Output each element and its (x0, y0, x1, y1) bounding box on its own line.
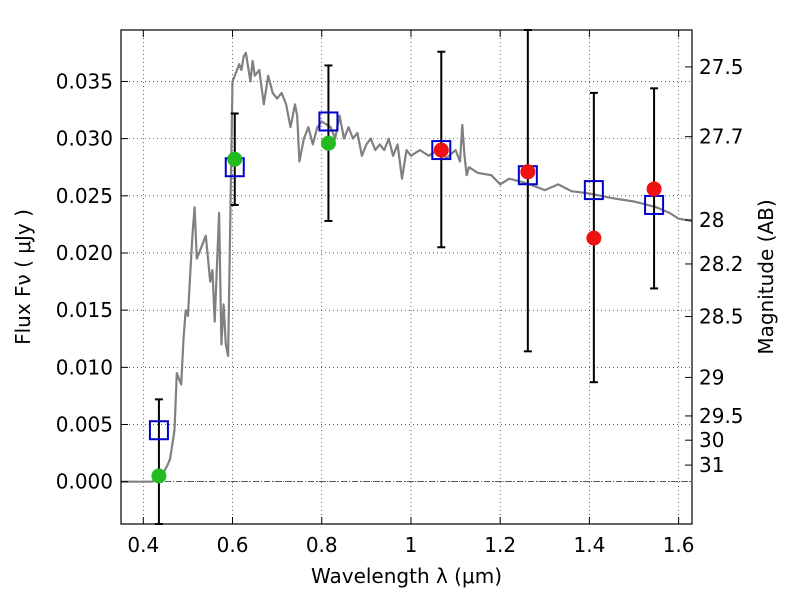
data-point (433, 142, 449, 158)
x-tick-label: 1.4 (573, 533, 605, 557)
y2-tick-label: 29.5 (699, 404, 744, 428)
x-tick-label: 0.6 (217, 533, 249, 557)
y2-tick-label: 30 (699, 428, 724, 452)
data-point (520, 164, 536, 180)
y-tick-label: 0.030 (56, 127, 113, 151)
y2-tick-label: 29 (699, 365, 724, 389)
y-axis-ticks: 0.000 0.005 0.010 0.015 0.020 0.025 0.030 0.035 (56, 69, 128, 494)
y-axis-title: Flux Fν ( μJy ) (11, 209, 35, 345)
y2-tick-label: 28 (699, 208, 724, 232)
x-tick-label: 1.6 (663, 533, 695, 557)
data-point (646, 181, 662, 197)
x-tick-label: 1.2 (484, 533, 516, 557)
y-tick-label: 0.000 (56, 470, 113, 494)
y2-tick-label: 28.2 (699, 252, 744, 276)
model-square (148, 420, 169, 441)
y-tick-label: 0.010 (56, 355, 113, 379)
model-square (583, 180, 604, 201)
x-axis-ticks: 0.4 0.6 0.8 1 1.2 1.4 1.6 (127, 30, 695, 557)
x-tick-label: 0.4 (127, 533, 159, 557)
x-axis-title: Wavelength λ (μm) (311, 564, 502, 588)
y-tick-label: 0.035 (56, 69, 113, 93)
data-point (586, 230, 602, 246)
y2-axis-title: Magnitude (AB) (754, 199, 778, 354)
y2-tick-label: 27.7 (699, 125, 744, 149)
plot-frame (120, 29, 693, 525)
data-point (151, 468, 167, 484)
x-tick-label: 1 (405, 533, 418, 557)
error-bars (154, 29, 659, 525)
model-square (318, 111, 339, 132)
model-spectrum (121, 51, 693, 483)
y2-tick-label: 28.5 (699, 305, 744, 329)
spectrum-line (121, 51, 693, 483)
data-point (227, 151, 243, 167)
detection-points (151, 135, 662, 484)
y2-tick-label: 31 (699, 453, 724, 477)
y-tick-label: 0.020 (56, 241, 113, 265)
data-point (320, 135, 336, 151)
y2-tick-label: 27.5 (699, 55, 744, 79)
model-square (431, 140, 452, 161)
y-tick-label: 0.005 (56, 413, 113, 437)
x-tick-label: 0.8 (306, 533, 338, 557)
y-tick-label: 0.025 (56, 184, 113, 208)
y-tick-label: 0.015 (56, 298, 113, 322)
